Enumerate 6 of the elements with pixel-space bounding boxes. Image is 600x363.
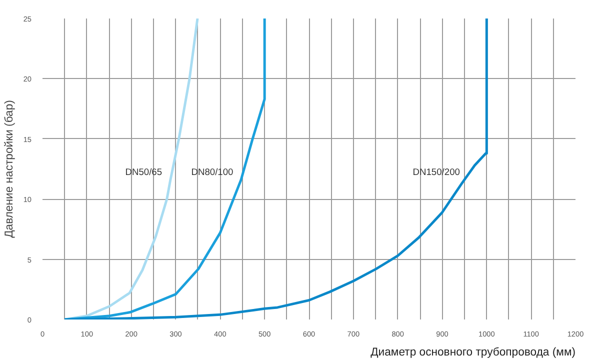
line-series	[63, 18, 488, 320]
x-axis-title: Диаметр основного трубопровода (мм)	[370, 346, 576, 358]
y-axis-title: Давление настройки (бар)	[3, 100, 16, 238]
series-label: DN50/65	[125, 167, 162, 178]
series-label: DN150/200	[412, 167, 460, 178]
series-label: DN80/100	[191, 167, 234, 178]
